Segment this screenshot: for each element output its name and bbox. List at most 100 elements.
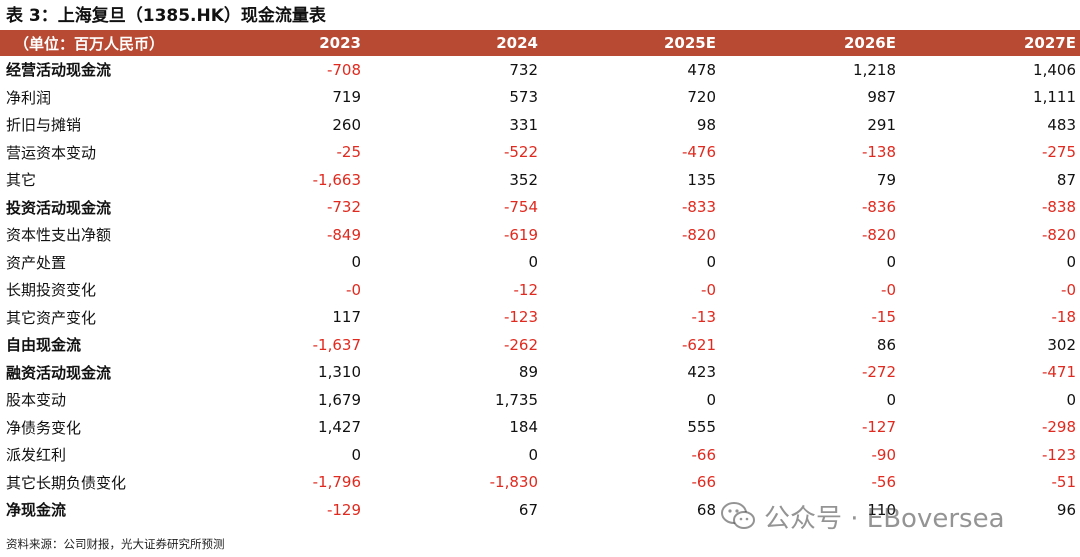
- cell-value: 0: [706, 390, 716, 409]
- cell-value: -820: [681, 225, 716, 244]
- cell-value: -833: [681, 198, 716, 217]
- row-label: 投资活动现金流: [6, 198, 112, 217]
- cell-value: -262: [503, 335, 538, 354]
- cell-value: -123: [503, 308, 538, 327]
- cell-value: 79: [876, 170, 896, 189]
- cell-value: -522: [503, 143, 538, 162]
- cell-value: -298: [1041, 418, 1076, 437]
- cell-value: 135: [687, 170, 716, 189]
- table-row: 其它 -1,663 352 135 79 87: [0, 166, 1080, 194]
- row-label: 融资活动现金流: [6, 363, 112, 382]
- cell-value: 331: [509, 115, 538, 134]
- table-row: 其它资产变化 117 -123 -13 -15 -18: [0, 304, 1080, 332]
- cell-value: -123: [1041, 445, 1076, 464]
- table-row: 其它长期负债变化 -1,796 -1,830 -66 -56 -51: [0, 469, 1080, 497]
- watermark-text: 公众号 · EBoversea: [764, 503, 1005, 534]
- cell-value: 0: [1066, 253, 1076, 272]
- cell-value: -0: [881, 280, 896, 299]
- table-row: 营运资本变动 -25 -522 -476 -138 -275: [0, 139, 1080, 167]
- row-label: 股本变动: [6, 391, 67, 410]
- cell-value: 719: [332, 88, 361, 107]
- table-row: 净利润 719 573 720 987 1,111: [0, 84, 1080, 112]
- cell-value: 483: [1047, 115, 1076, 134]
- cell-value: 0: [886, 253, 896, 272]
- cell-value: -18: [1051, 308, 1077, 327]
- cell-value: -66: [691, 445, 717, 464]
- table-row: 投资活动现金流 -732 -754 -833 -836 -838: [0, 194, 1080, 222]
- cell-value: 260: [332, 115, 361, 134]
- cell-value: -0: [701, 280, 716, 299]
- row-label: 折旧与摊销: [6, 116, 82, 135]
- cell-value: -820: [861, 225, 896, 244]
- cell-value: 89: [518, 363, 538, 382]
- row-label: 净利润: [6, 88, 52, 107]
- cell-value: -129: [326, 500, 361, 519]
- cell-value: 0: [528, 253, 538, 272]
- cell-value: -90: [871, 445, 897, 464]
- year-header: 2027E: [1024, 34, 1076, 52]
- cell-value: -471: [1041, 363, 1076, 382]
- row-label: 经营活动现金流: [6, 61, 112, 80]
- cell-value: 1,679: [318, 390, 361, 409]
- cell-value: 96: [1056, 500, 1076, 519]
- cell-value: -708: [326, 60, 361, 79]
- cell-value: 87: [1056, 170, 1076, 189]
- cell-value: -1,796: [312, 473, 361, 492]
- cell-value: 1,218: [853, 60, 896, 79]
- cell-value: -15: [871, 308, 897, 327]
- row-label: 派发红利: [6, 446, 67, 465]
- year-header: 2025E: [664, 34, 716, 52]
- row-label: 净债务变化: [6, 418, 82, 437]
- table-row: 净债务变化 1,427 184 555 -127 -298: [0, 414, 1080, 442]
- cash-flow-table: （单位：百万人民币） 2023 2024 2025E 2026E 2027E 经…: [0, 30, 1080, 524]
- cell-value: -138: [861, 143, 896, 162]
- cell-value: 0: [351, 445, 361, 464]
- table-row: 长期投资变化 -0 -12 -0 -0 -0: [0, 276, 1080, 304]
- table-row: 融资活动现金流 1,310 89 423 -272 -471: [0, 359, 1080, 387]
- table-row: 自由现金流 -1,637 -262 -621 86 302: [0, 331, 1080, 359]
- year-header: 2023: [319, 34, 361, 52]
- row-label: 其它长期负债变化: [6, 473, 127, 492]
- cell-value: -849: [326, 225, 361, 244]
- cell-value: -12: [513, 280, 539, 299]
- row-label: 资本性支出净额: [6, 226, 112, 245]
- cell-value: 987: [867, 88, 896, 107]
- cell-value: -275: [1041, 143, 1076, 162]
- cell-value: 352: [509, 170, 538, 189]
- cell-value: 1,406: [1033, 60, 1076, 79]
- cell-value: 1,735: [495, 390, 538, 409]
- cell-value: 110: [867, 500, 896, 519]
- watermark: 公众号 · EBoversea: [720, 500, 1005, 534]
- row-label: 其它资产变化: [6, 308, 97, 327]
- cell-value: -1,663: [312, 170, 361, 189]
- table-title: 表 3：上海复旦（1385.HK）现金流量表: [6, 6, 326, 26]
- cell-value: -754: [503, 198, 538, 217]
- cell-value: -0: [346, 280, 361, 299]
- cell-value: 98: [696, 115, 716, 134]
- cell-value: -25: [336, 143, 362, 162]
- cell-value: -621: [681, 335, 716, 354]
- cell-value: 1,427: [318, 418, 361, 437]
- cell-value: 117: [332, 308, 361, 327]
- year-header: 2024: [496, 34, 538, 52]
- cell-value: 555: [687, 418, 716, 437]
- row-label: 资产处置: [6, 253, 67, 272]
- cell-value: 291: [867, 115, 896, 134]
- cell-value: -66: [691, 473, 717, 492]
- cell-value: -51: [1051, 473, 1077, 492]
- cell-value: 0: [528, 445, 538, 464]
- wechat-icon: [721, 502, 755, 529]
- cell-value: 720: [687, 88, 716, 107]
- cell-value: 67: [518, 500, 538, 519]
- cell-value: 1,111: [1033, 88, 1076, 107]
- cell-value: -1,637: [312, 335, 361, 354]
- table-row: 经营活动现金流 -708 732 478 1,218 1,406: [0, 56, 1080, 84]
- cell-value: 573: [509, 88, 538, 107]
- row-label: 营运资本变动: [6, 143, 97, 162]
- cell-value: -13: [691, 308, 717, 327]
- cell-value: 0: [706, 253, 716, 272]
- cell-value: 0: [351, 253, 361, 272]
- cell-value: 86: [876, 335, 896, 354]
- row-label: 其它: [6, 171, 37, 190]
- cell-value: 0: [1066, 390, 1076, 409]
